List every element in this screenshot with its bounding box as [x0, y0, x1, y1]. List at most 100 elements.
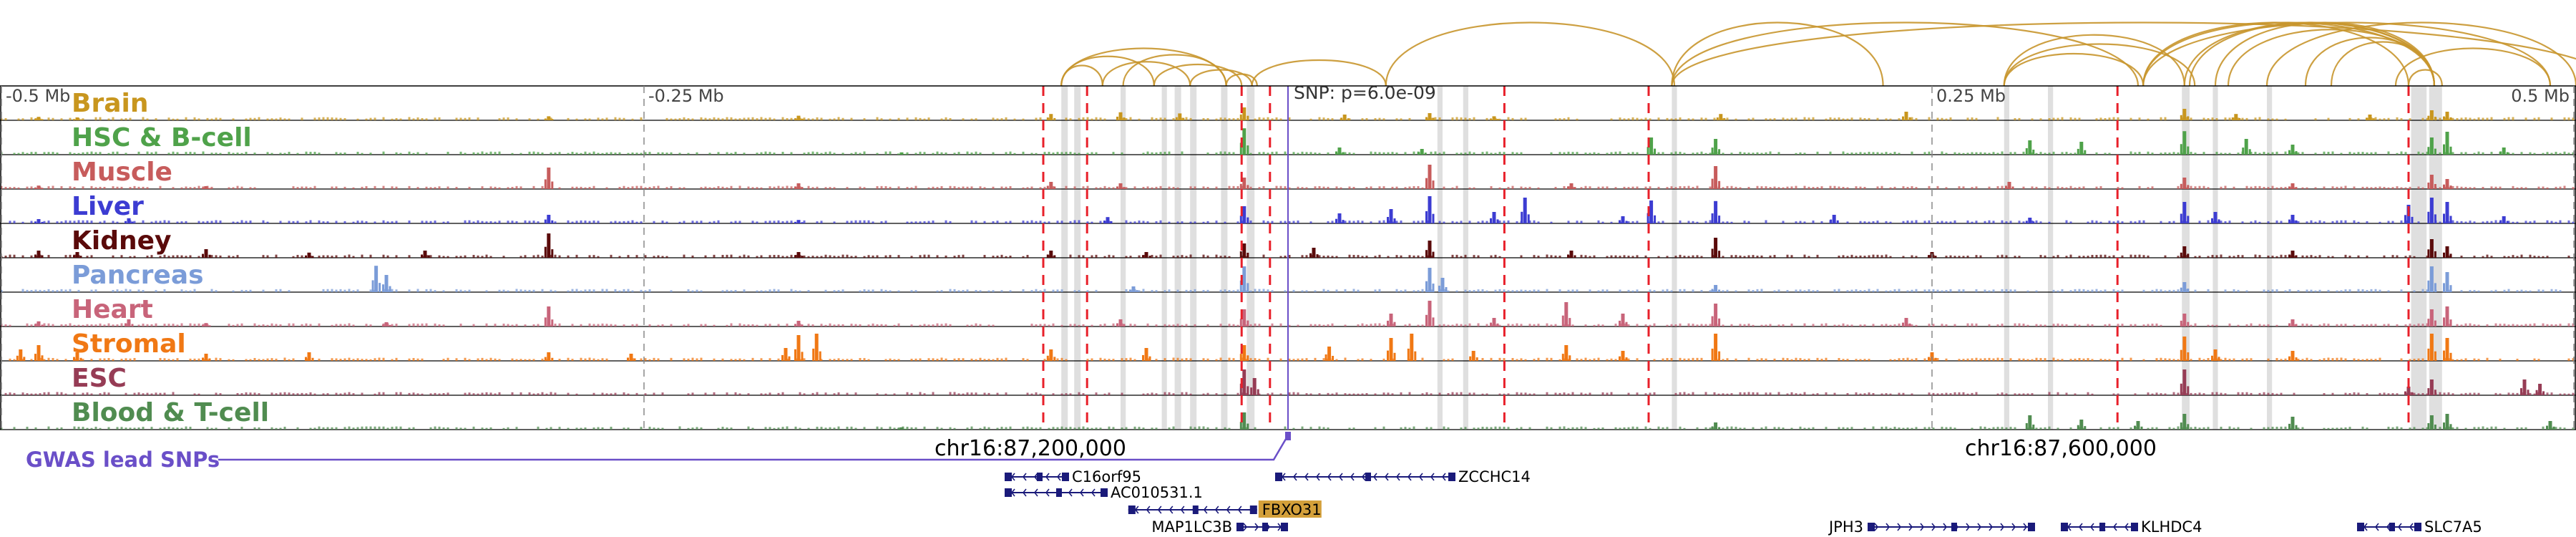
signal-peak-shoulder [1393, 321, 1396, 326]
signal-peak [2182, 109, 2187, 120]
signal-peak-shoulder [2542, 391, 2545, 395]
signal-peak-shoulder [2427, 348, 2430, 361]
signal-peak [547, 306, 551, 326]
signal-peak [2502, 216, 2506, 223]
signal-peak-shoulder [2134, 425, 2136, 430]
signal-peak-shoulder [1309, 253, 1312, 258]
signal-peak [629, 354, 633, 361]
signal-peak-shoulder [1908, 323, 1911, 326]
signal-peak [1428, 301, 1432, 326]
signal-peak [36, 251, 41, 258]
signal-peak-shoulder [1250, 387, 1253, 395]
signal-peak [1440, 278, 1445, 292]
signal-peak-shoulder [34, 118, 36, 120]
signal-tracks-layer [0, 107, 2576, 430]
signal-peak-shoulder [208, 188, 211, 189]
signal-peak [2406, 387, 2411, 395]
signal-peak-shoulder [2180, 252, 2182, 258]
chromatin-loop-arc [1101, 61, 1191, 87]
signal-peak-shoulder [1123, 117, 1126, 120]
signal-peak-shoulder [1116, 116, 1118, 120]
signal-peak-shoulder [1239, 183, 1242, 189]
signal-peak-shoulder [2366, 117, 2368, 120]
signal-peak [2522, 379, 2527, 395]
signal-peak [2445, 132, 2449, 155]
signal-peak-shoulder [1711, 213, 1714, 223]
signal-peak [1492, 212, 1496, 223]
signal-peak-shoulder [1340, 117, 1343, 120]
signal-peak [1242, 266, 1246, 292]
signal-peak-shoulder [1425, 250, 1428, 258]
signal-peak-shoulder [2449, 319, 2452, 326]
signal-peak-shoulder [41, 324, 44, 326]
signal-peak-shoulder [2443, 184, 2445, 189]
signal-peak [1904, 112, 1908, 120]
signal-peak-shoulder [1239, 319, 1242, 326]
signal-peak [1242, 412, 1246, 430]
signal-peak-shoulder [2025, 221, 2028, 223]
track-background-signal [9, 220, 2575, 223]
chromatin-loop-arc [2214, 21, 2436, 87]
signal-peak-shoulder [1521, 211, 1523, 223]
signal-peak [2429, 239, 2434, 258]
signal-peak-shoulder [2180, 213, 2182, 223]
signal-peak [1312, 248, 1316, 258]
signal-peak [796, 321, 801, 326]
signal-peak-shoulder [2520, 388, 2522, 395]
signal-peak-shoulder [2288, 254, 2290, 258]
signal-peak-shoulder [208, 358, 211, 361]
signal-peak-shoulder [1116, 323, 1118, 326]
signal-peak-shoulder [125, 221, 127, 223]
signal-peak-shoulder [1142, 255, 1144, 258]
signal-peak-shoulder [1718, 180, 1721, 189]
signal-peak [1342, 115, 1347, 120]
signal-peak-shoulder [2449, 424, 2452, 430]
signal-peak-shoulder [801, 256, 804, 258]
coordinate-label: chr16:87,600,000 [1965, 436, 2157, 461]
strand-arrows [1874, 523, 2028, 531]
signal-peak [796, 252, 801, 258]
signal-peak-shoulder [1239, 251, 1242, 258]
signal-peak-shoulder [202, 357, 204, 361]
signal-peak-shoulder [2187, 289, 2190, 292]
signal-peak-shoulder [1496, 219, 1499, 223]
signal-peak-shoulder [1123, 187, 1126, 189]
signal-peak [1252, 378, 1257, 395]
signal-peak-shoulder [16, 355, 19, 361]
signal-peak-shoulder [551, 319, 554, 326]
signal-peak [75, 252, 79, 258]
signal-peak-shoulder [1438, 286, 1440, 292]
signal-peak-shoulder [1246, 320, 1249, 326]
gene-map1lc3b: MAP1LC3B [1151, 518, 1288, 536]
signal-peak-shoulder [1414, 351, 1417, 361]
signal-peak-shoulder [801, 324, 804, 326]
signal-peak [2445, 112, 2449, 120]
signal-peak-shoulder [2443, 283, 2445, 292]
signal-peak [547, 168, 551, 189]
signal-peak-shoulder [1424, 153, 1427, 155]
track-label: Blood & T-cell [72, 398, 269, 427]
signal-peak-shoulder [41, 221, 44, 223]
signal-peak-shoulder [1246, 115, 1249, 120]
signal-peak-shoulder [2527, 390, 2529, 395]
signal-peak [75, 352, 79, 361]
signal-peak-shoulder [1718, 251, 1721, 258]
signal-peak-shoulder [311, 256, 314, 258]
strand-arrows [1243, 523, 1282, 531]
gene-label: ZCCHC14 [1458, 468, 1531, 485]
signal-peak [2234, 114, 2238, 120]
signal-peak-shoulder [379, 283, 381, 292]
signal-peak-shoulder [2427, 249, 2430, 258]
signal-peak-shoulder [1342, 152, 1345, 155]
signal-peak-shoulder [2449, 352, 2452, 361]
track-background-signal [0, 426, 2575, 430]
signal-peak [2445, 414, 2449, 430]
gene-exon [2389, 523, 2395, 531]
signal-peak-shoulder [794, 349, 796, 361]
signal-peak [2429, 379, 2434, 395]
chromatin-loop-arc [2003, 52, 2145, 87]
signal-peak [2445, 202, 2449, 223]
signal-peak [2538, 384, 2542, 395]
signal-peak-shoulder [1561, 315, 1564, 326]
track-label: Brain [72, 89, 148, 118]
